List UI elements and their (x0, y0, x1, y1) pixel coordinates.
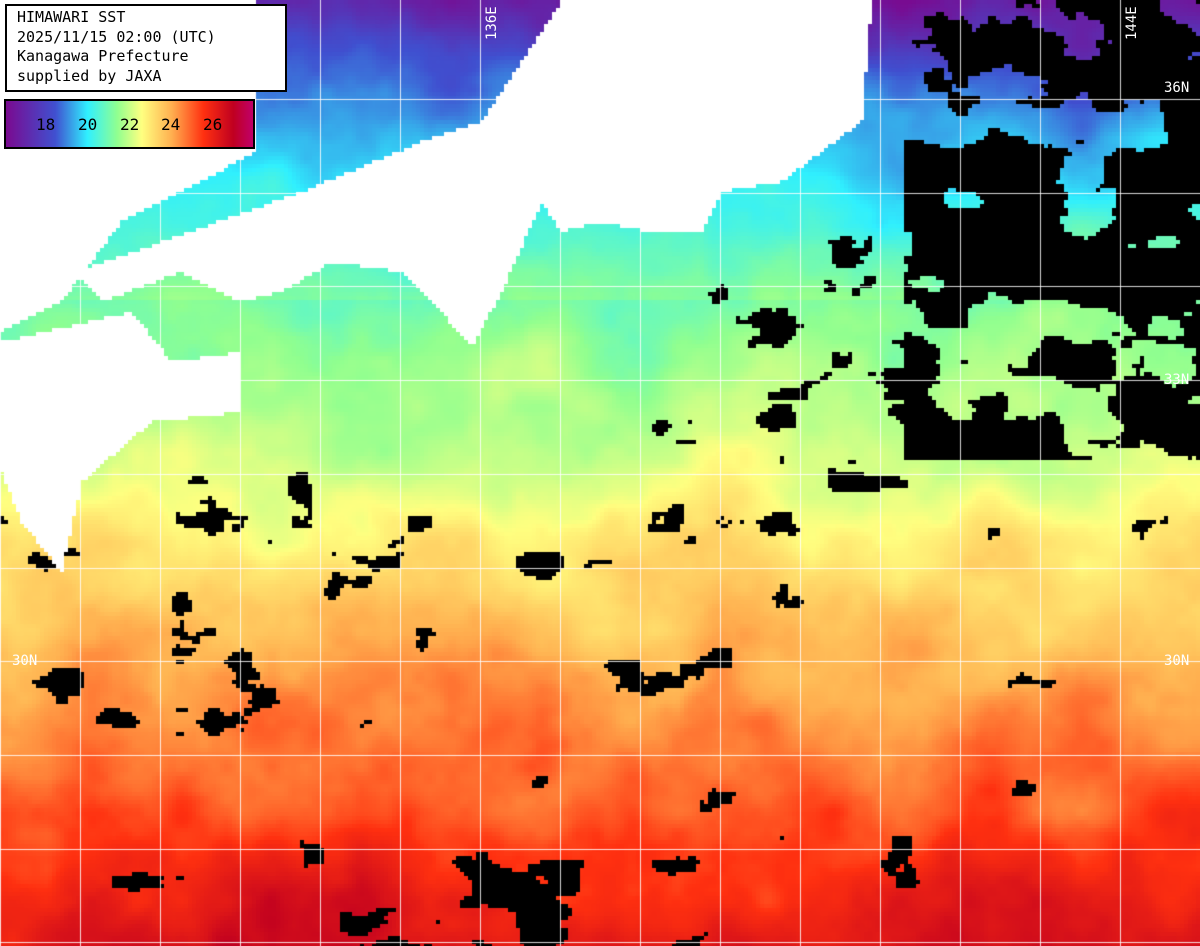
region: Kanagawa Prefecture (17, 47, 189, 65)
left-lat-label-30n: 30N (12, 653, 38, 669)
cbar-tick-24: 24 (161, 115, 181, 134)
lon-label-136e: 136E (484, 6, 500, 40)
lat-label-36n: 36N (1164, 80, 1190, 96)
datetime: 2025/11/15 02:00 (UTC) (17, 27, 216, 46)
credit: supplied by JAXA (17, 66, 162, 85)
lat-label-30n: 30N (1164, 653, 1190, 669)
info-box: HIMAWARI SST 2025/11/15 02:00 (UTC) Kana… (5, 4, 287, 92)
cbar-tick-18: 18 (36, 115, 56, 134)
left-lat-label-33n: 33N (4, 372, 30, 388)
lat-label-33n: 33N (1164, 372, 1190, 388)
lon-label-144e: 144E (1124, 6, 1140, 40)
map-title: HIMAWARI SST (17, 8, 126, 26)
cbar-tick-22: 22 (120, 115, 140, 134)
cbar-tick-20: 20 (78, 115, 98, 134)
cbar-tick-26: 26 (203, 115, 223, 134)
color-bar-legend: 18 20 22 24 26 (4, 99, 255, 149)
